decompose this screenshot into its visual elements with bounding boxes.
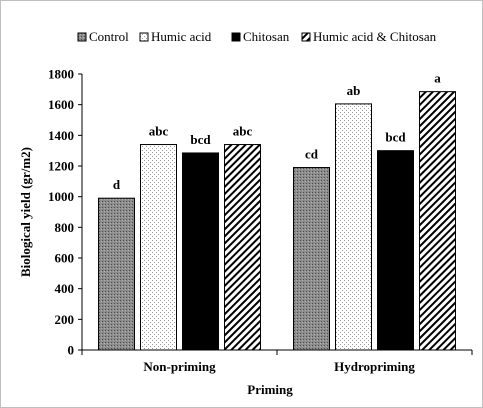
- bar-humic-acid-chitosan-1: [419, 91, 456, 351]
- y-axis-title: Biological yield (gr/m2): [18, 147, 33, 277]
- legend-label: Control: [89, 29, 129, 44]
- y-tick-label: 400: [55, 281, 75, 296]
- legend-label: Humic acid & Chitosan: [313, 29, 437, 44]
- bar-humic-acid-chitosan-0: [224, 144, 261, 351]
- y-tick-label: 800: [55, 220, 75, 235]
- legend-swatch: [301, 32, 311, 42]
- y-axis: 0 200 400 600 800 1000 1200 1400 1600 1800: [48, 67, 83, 358]
- bar-chitosan-1: [377, 150, 414, 351]
- bar-control-0: [98, 197, 135, 351]
- legend-swatch: [77, 32, 87, 42]
- bars: d abc bcd abc cd ab bcd a: [98, 71, 456, 351]
- x-axis: Non-priming Hydropriming: [81, 349, 473, 374]
- bar-significance-label: ab: [347, 83, 361, 98]
- y-tick-label: 1600: [48, 97, 74, 112]
- bar-chitosan-0: [182, 152, 219, 351]
- bar-significance-label: a: [434, 71, 441, 86]
- bar-control-1: [293, 167, 330, 351]
- legend-swatch: [139, 32, 149, 42]
- legend: Control Humic acid Chitosan Humic acid & Ch…: [77, 29, 437, 44]
- bar-significance-label: bcd: [190, 132, 211, 147]
- bar-significance-label: d: [113, 177, 121, 192]
- x-axis-title: Priming: [247, 382, 293, 397]
- y-tick-label: 1800: [48, 67, 74, 82]
- bar-significance-label: bcd: [385, 130, 406, 145]
- y-tick-label: 1000: [48, 189, 74, 204]
- y-tick-label: 0: [68, 343, 75, 358]
- legend-label: Chitosan: [243, 29, 290, 44]
- x-category-label: Hydropriming: [334, 359, 415, 374]
- y-tick-label: 1200: [48, 159, 74, 174]
- y-tick-label: 1400: [48, 128, 74, 143]
- bar-significance-label: abc: [149, 124, 169, 139]
- y-tick-label: 600: [55, 251, 75, 266]
- y-tick-label: 200: [55, 312, 75, 327]
- legend-label: Humic acid: [151, 29, 212, 44]
- bar-humic-acid-1: [335, 103, 372, 351]
- bar-significance-label: cd: [305, 147, 319, 162]
- x-category-label: Non-priming: [143, 359, 216, 374]
- bar-humic-acid-0: [140, 144, 177, 351]
- bar-significance-label: abc: [233, 124, 253, 139]
- legend-swatch: [231, 32, 241, 42]
